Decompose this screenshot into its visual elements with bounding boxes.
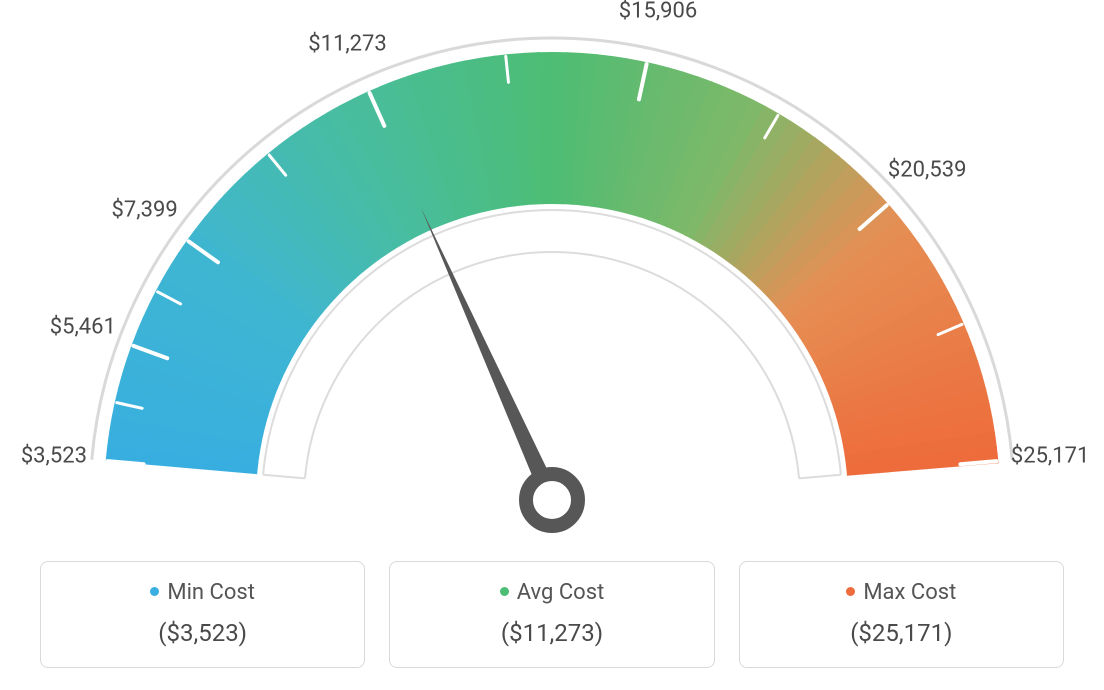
avg-cost-value: ($11,273) [400, 619, 703, 647]
max-cost-value: ($25,171) [750, 619, 1053, 647]
min-cost-title: Min Cost [51, 580, 354, 605]
gauge-svg [0, 0, 1104, 540]
avg-cost-card: Avg Cost ($11,273) [389, 561, 714, 668]
max-cost-title-text: Max Cost [863, 580, 956, 605]
min-cost-dot [150, 587, 159, 596]
gauge-color-band [106, 52, 999, 476]
gauge-tick-label: $25,171 [1011, 444, 1090, 469]
avg-cost-title: Avg Cost [400, 580, 703, 605]
gauge-tick-label: $11,273 [308, 31, 387, 56]
gauge-tick-label: $20,539 [888, 157, 967, 182]
min-cost-title-text: Min Cost [167, 580, 255, 605]
gauge-tick-label: $7,399 [112, 198, 178, 223]
min-cost-card: Min Cost ($3,523) [40, 561, 365, 668]
max-cost-title: Max Cost [750, 580, 1053, 605]
max-cost-card: Max Cost ($25,171) [739, 561, 1064, 668]
max-cost-dot [846, 587, 855, 596]
gauge-tick-label: $3,523 [21, 444, 87, 469]
avg-cost-title-text: Avg Cost [517, 580, 605, 605]
gauge-tick-label: $5,461 [50, 315, 116, 340]
cost-gauge: $3,523 $5,461 $7,399 $11,273 $15,906 $20,539 $… [0, 0, 1104, 540]
summary-cards: Min Cost ($3,523) Avg Cost ($11,273) Max… [0, 561, 1104, 668]
avg-cost-dot [500, 587, 509, 596]
min-cost-value: ($3,523) [51, 619, 354, 647]
gauge-tick-label: $15,906 [619, 0, 698, 24]
